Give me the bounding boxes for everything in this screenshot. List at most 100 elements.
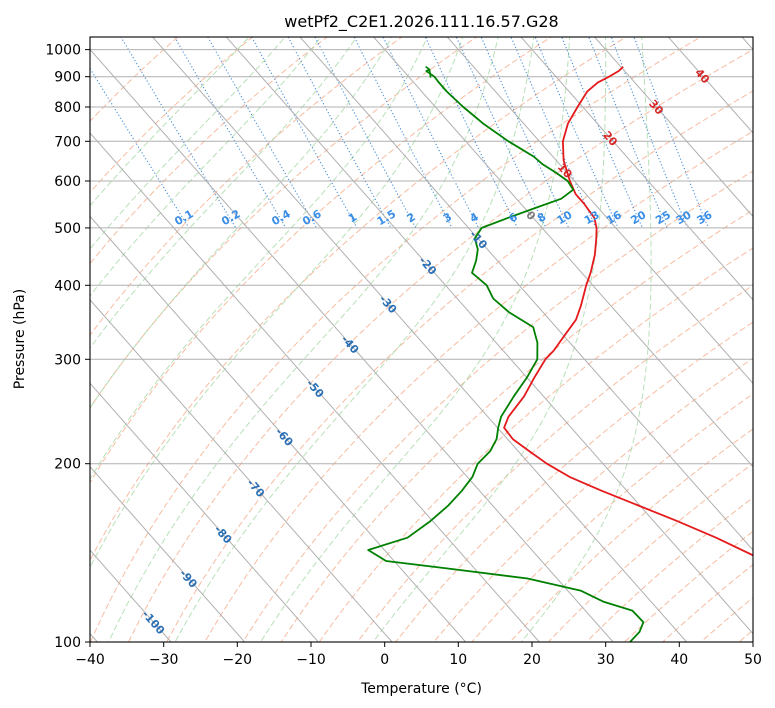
x-axis: −40 −30 −20 −10 0 10 20 30 40 50: [75, 642, 762, 668]
mixing-ratio-line: [251, 37, 358, 229]
moist-adiabat-line: [90, 37, 250, 207]
mixing-ratio-label: 3: [441, 210, 454, 225]
isotherm-line: [90, 466, 246, 642]
mixing-ratio-label: 4: [468, 210, 481, 225]
dry-adiabat-line: [90, 37, 478, 409]
profile-lines: [367, 65, 753, 642]
dry-adiabat-line: [280, 209, 753, 642]
dry-adiabat-line: [242, 170, 753, 642]
y-tick-label: 600: [54, 174, 81, 190]
isotherm-line: [90, 549, 172, 642]
moist-adiabat-line: [520, 37, 652, 642]
mixing-ratio-label: 6: [507, 210, 520, 225]
moist-adiabat-line: [108, 37, 499, 642]
mixing-ratio-line: [510, 37, 597, 229]
mixing-ratio-line: [120, 37, 237, 229]
mixing-ratio-line: [207, 37, 318, 229]
mixing-ratio-line: [534, 37, 619, 229]
y-tick-label: 300: [54, 352, 81, 368]
mixing-ratio-label: 0.2: [219, 207, 242, 228]
mixing-ratio-label: 20: [628, 208, 648, 227]
dewpoint-profile-line: [367, 68, 645, 642]
dry-adiabat-line: [662, 564, 753, 642]
mixing-ratio-line: [314, 37, 417, 229]
y-tick-label: 500: [54, 221, 81, 237]
isotherm-line: [667, 37, 753, 134]
isotherm-line: [299, 37, 753, 551]
dry-adiabat-line: [623, 530, 753, 642]
x-tick-label: 10: [449, 652, 467, 668]
inner-labels: 0.1 0.2 0.4 0.6 1 1.5 2 3 4 6 8 10 13 16 20 25 30 36-100-…: [139, 66, 714, 637]
y-axis-label: Pressure (hPa): [12, 289, 28, 389]
x-tick-label: −10: [296, 652, 326, 668]
x-tick-label: 20: [523, 652, 541, 668]
isotherm-line: [90, 48, 614, 642]
moist-adiabat-line: [90, 37, 322, 297]
mixing-ratio-line: [610, 37, 689, 229]
y-tick-label: 800: [54, 100, 81, 116]
mixing-ratio-label: 30: [674, 208, 694, 227]
isotherm-line: [151, 37, 688, 642]
isotherm-line: [593, 37, 753, 218]
x-tick-label: 30: [597, 652, 615, 668]
y-tick-label: 900: [54, 70, 81, 86]
dry-adiabat-line: [700, 596, 753, 642]
isotherm-line: [225, 37, 753, 635]
x-tick-label: 0: [380, 652, 389, 668]
y-tick-label: 1000: [45, 43, 81, 59]
dry-adiabat-line: [166, 90, 753, 642]
dry-adiabat-line: [90, 37, 403, 336]
y-tick-label: 400: [54, 278, 81, 294]
mixing-ratio-line: [588, 37, 668, 229]
plot-frame: [89, 36, 754, 643]
y-tick-label: 200: [54, 457, 81, 473]
mixing-ratio-line: [287, 37, 392, 229]
x-tick-label: −30: [149, 652, 179, 668]
mixing-ratio-label: 1: [346, 210, 359, 225]
isotherm-line: [446, 37, 753, 385]
moist-adiabat-line: [174, 37, 535, 642]
dry-adiabat-line: [318, 247, 753, 642]
isotherm-line: [90, 299, 393, 642]
surface-marker: [425, 65, 432, 78]
dry-adiabat-line: [547, 462, 753, 642]
dry-adiabat-line: [471, 393, 753, 642]
mixing-ratio-line: [424, 37, 518, 229]
dry-adiabat-line: [204, 130, 753, 642]
moist-adiabat-line: [90, 37, 393, 409]
y-tick-label: 700: [54, 134, 81, 150]
x-axis-label: Temperature (°C): [360, 681, 482, 697]
dry-adiabat-line: [509, 428, 753, 642]
mixing-ratio-label: 0.4: [269, 207, 293, 228]
dry-adiabat-line: [745, 25, 775, 669]
mixing-ratio-line: [455, 37, 547, 229]
isotherm-line: [372, 37, 753, 468]
y-tick-label: 100: [54, 635, 81, 651]
mixing-ratio-line: [174, 37, 287, 229]
dry-adiabat-line: [90, 37, 179, 122]
chart-title: wetPf2_C2E1.2026.111.16.57.G28: [284, 12, 558, 32]
dry-adiabat-line: [394, 321, 753, 642]
mixing-ratio-line: [561, 37, 643, 229]
mixing-ratio-label: 16: [604, 208, 624, 227]
isotherm-line: [520, 37, 753, 301]
isotherm-line: [90, 215, 467, 642]
temperature-profile-line: [503, 66, 753, 557]
dry-adiabat-line: [738, 629, 753, 642]
isotherm-line: [90, 382, 320, 642]
x-tick-label: 50: [744, 652, 762, 668]
grid-lines: [90, 37, 753, 642]
x-tick-label: −20: [223, 652, 253, 668]
moist-adiabat-line: [90, 37, 464, 569]
background-lines: [90, 25, 775, 669]
mixing-ratio-label: 2: [405, 210, 418, 225]
isotherm-line: [90, 132, 541, 642]
x-tick-label: 40: [670, 652, 688, 668]
mixing-ratio-line: [90, 67, 190, 229]
mixing-ratio-label: 10: [555, 208, 575, 227]
moist-adiabat-line: [90, 37, 286, 250]
y-axis: 100 200 300 400 500 600 700 800 900 1000: [45, 43, 90, 651]
dry-adiabat-line: [127, 48, 753, 642]
x-tick-label: −40: [75, 652, 105, 668]
